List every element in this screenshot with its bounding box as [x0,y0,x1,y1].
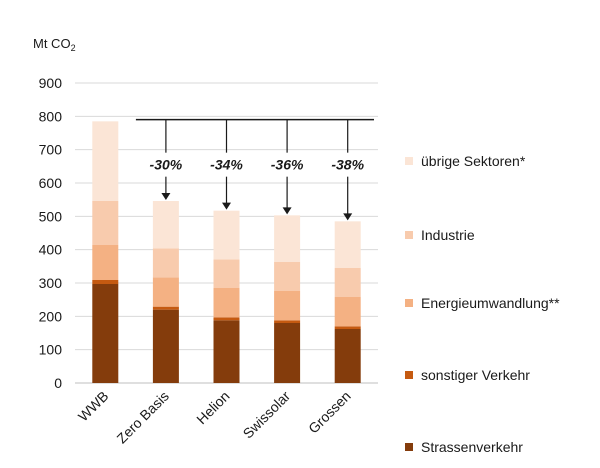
reduction-label: -30% [150,157,183,173]
reduction-reference: -30% -34% -36% -38% [135,118,374,221]
y-tick-label: 300 [39,275,63,291]
x-axis-categories: WWB Zero Basis Helion Swissolar Grossen [75,388,354,447]
y-tick-label: 600 [39,175,63,191]
y-tick-label: 400 [39,242,63,258]
x-tick-label: Swissolar [240,388,294,442]
bar-segment [92,280,119,284]
legend: übrige Sektoren* Industrie Energieumwandlu… [405,153,560,455]
reduction-label: -36% [271,157,304,173]
bar-segment [334,326,361,329]
bar-segment [334,297,361,327]
bar-segment [213,259,240,288]
y-tick-label: 500 [39,208,63,224]
bar-segment [213,288,240,318]
bar-segment [334,221,361,268]
bar-segment [152,248,179,278]
legend-swatch [405,299,413,307]
bar-segment [334,329,361,383]
legend-label: Energieumwandlung** [421,295,560,311]
legend-swatch [405,231,413,239]
arrow-head [282,207,292,215]
legend-label: Strassenverkehr [421,439,523,455]
x-tick-label: Helion [193,388,232,427]
bars [92,121,361,383]
bar-segment [152,277,179,307]
bar-segment [334,268,361,297]
bar-segment [152,201,179,249]
bar-segment [213,210,240,260]
y-tick-label: 200 [39,308,63,324]
bar-segment [92,284,119,383]
y-axis-label: Mt CO2 [33,36,76,53]
x-tick-label: WWB [75,388,112,425]
y-tick-label: 0 [54,375,62,391]
bar-segment [274,262,301,291]
legend-swatch [405,443,413,451]
legend-label: übrige Sektoren* [421,153,526,169]
bar-segment [274,291,301,321]
y-tick-label: 700 [39,142,63,158]
arrow-head [222,202,231,210]
bar-segment [152,309,179,383]
y-tick-label: 900 [39,75,63,91]
bar-segment [274,323,301,383]
y-tick-label: 100 [39,342,63,358]
bar-segment [92,245,119,280]
legend-label: sonstiger Verkehr [421,367,530,383]
x-tick-label: Zero Basis [113,388,172,447]
reduction-label: -38% [331,157,364,173]
bar-segment [152,306,179,310]
legend-swatch [405,371,413,379]
reduction-label: -34% [210,157,243,173]
arrow-head [161,193,171,200]
y-axis-ticks: 0 100 200 300 400 500 600 700 800 900 [39,75,63,391]
arrow-head [343,213,353,221]
bar-segment [274,215,301,262]
y-tick-label: 800 [39,108,63,124]
x-tick-label: Grossen [305,388,354,437]
y-axis-label-subscript: 2 [71,43,76,53]
bar-segment [274,320,301,323]
legend-label: Industrie [421,227,475,243]
bar-segment [92,121,119,201]
bar-segment [213,320,240,383]
bar-segment [213,317,240,321]
y-axis-label-main: Mt CO [33,36,71,51]
legend-swatch [405,157,413,165]
bar-segment [92,201,119,245]
